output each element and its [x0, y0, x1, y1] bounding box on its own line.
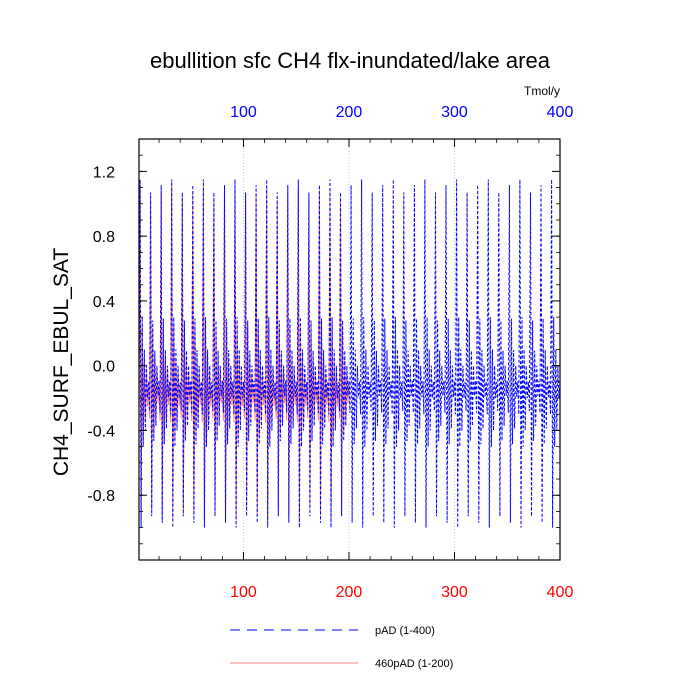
x-tick-label-bottom: 400	[547, 584, 574, 601]
legend-label-pAD: pAD (1-400)	[375, 625, 435, 637]
tick-labels: -0.8 -0.4 0.0 0.4 0.8 1.2 100 100 200 200 300 300 40…	[87, 104, 573, 601]
series-pAD	[138, 179, 561, 528]
y-axis-label: CH4_SURF_EBUL_SAT	[50, 248, 73, 477]
chart-title: ebullition sfc CH4 flx-inundated/lake ar…	[150, 48, 551, 73]
x-tick-label-bottom: 300	[441, 584, 468, 601]
x-tick-label-top: 300	[441, 104, 468, 121]
y-tick-label: 0.0	[93, 359, 115, 376]
y-tick-label: 1.2	[93, 164, 115, 181]
x-tick-label-top: 200	[336, 104, 363, 121]
grid	[243, 139, 455, 560]
axis-ticks	[139, 138, 561, 561]
x-tick-label-bottom: 100	[230, 584, 257, 601]
y-tick-label: 0.4	[93, 294, 115, 311]
x-tick-label-bottom: 200	[336, 584, 363, 601]
legend-label-460pAD: 460pAD (1-200)	[375, 658, 453, 670]
y-tick-label: -0.4	[87, 423, 115, 440]
top-axis-units: Tmol/y	[524, 84, 560, 98]
y-tick-label: 0.8	[93, 229, 115, 246]
y-tick-label: -0.8	[87, 488, 115, 505]
x-tick-label-top: 100	[230, 104, 257, 121]
legend: pAD (1-400) 460pAD (1-200)	[230, 625, 453, 670]
series-line-pad-1-400-	[138, 179, 561, 528]
x-tick-label-top: 400	[547, 104, 574, 121]
